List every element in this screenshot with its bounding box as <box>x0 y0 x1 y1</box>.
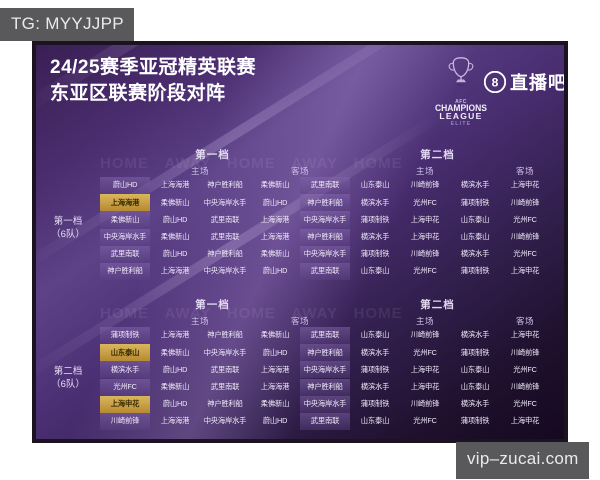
svg-text:8: 8 <box>492 76 499 90</box>
